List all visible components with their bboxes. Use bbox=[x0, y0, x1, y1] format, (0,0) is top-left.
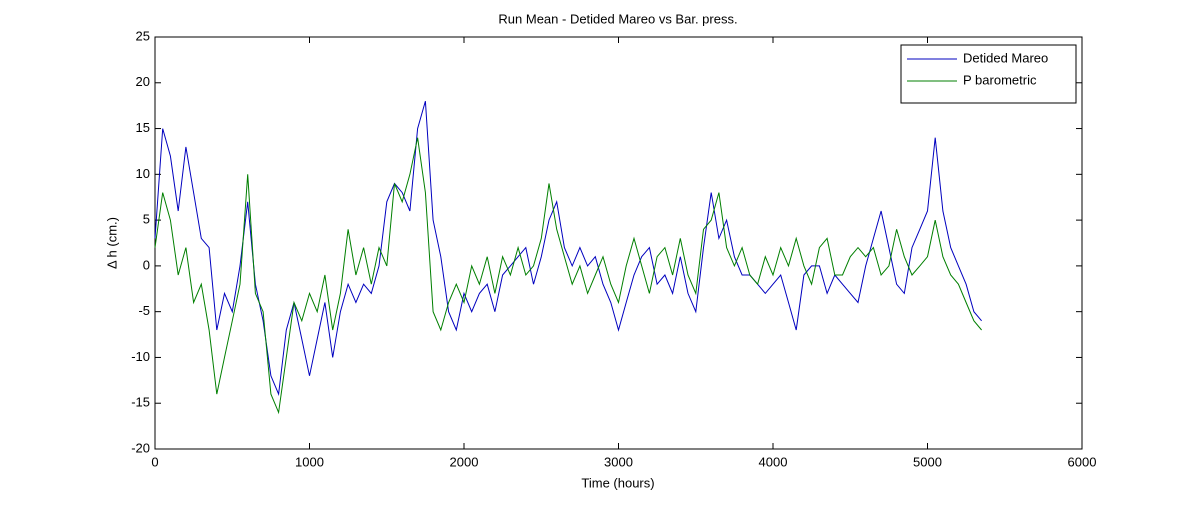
plot-box bbox=[154, 36, 1083, 450]
x-tick-label: 4000 bbox=[759, 454, 788, 469]
y-tick-label: 10 bbox=[136, 166, 150, 181]
y-tick-label: -5 bbox=[138, 303, 150, 318]
legend-box bbox=[900, 44, 1077, 104]
x-tick-label: 0 bbox=[151, 454, 158, 469]
y-tick-label: -10 bbox=[131, 349, 150, 364]
y-tick-label: 15 bbox=[136, 120, 150, 135]
y-tick-label: 5 bbox=[143, 212, 150, 227]
x-tick-label: 1000 bbox=[295, 454, 324, 469]
series-line bbox=[154, 137, 982, 415]
y-tick-label: -15 bbox=[131, 395, 150, 410]
y-tick-label: 0 bbox=[143, 257, 150, 272]
chart-title: Run Mean - Detided Mareo vs Bar. press. bbox=[498, 11, 737, 26]
y-axis-label: Δ h (cm.) bbox=[104, 217, 119, 269]
series-line bbox=[154, 100, 982, 397]
x-tick-label: 3000 bbox=[604, 454, 633, 469]
y-tick-label: 25 bbox=[136, 28, 150, 43]
y-tick-label: -20 bbox=[131, 440, 150, 455]
x-tick-label: 2000 bbox=[450, 454, 479, 469]
x-tick-label: 5000 bbox=[913, 454, 942, 469]
y-tick-label: 20 bbox=[136, 74, 150, 89]
x-tick-label: 6000 bbox=[1068, 454, 1097, 469]
legend-label: Detided Mareo bbox=[963, 50, 1048, 65]
legend-label: P barometric bbox=[963, 72, 1037, 87]
x-axis-label: Time (hours) bbox=[581, 475, 654, 490]
